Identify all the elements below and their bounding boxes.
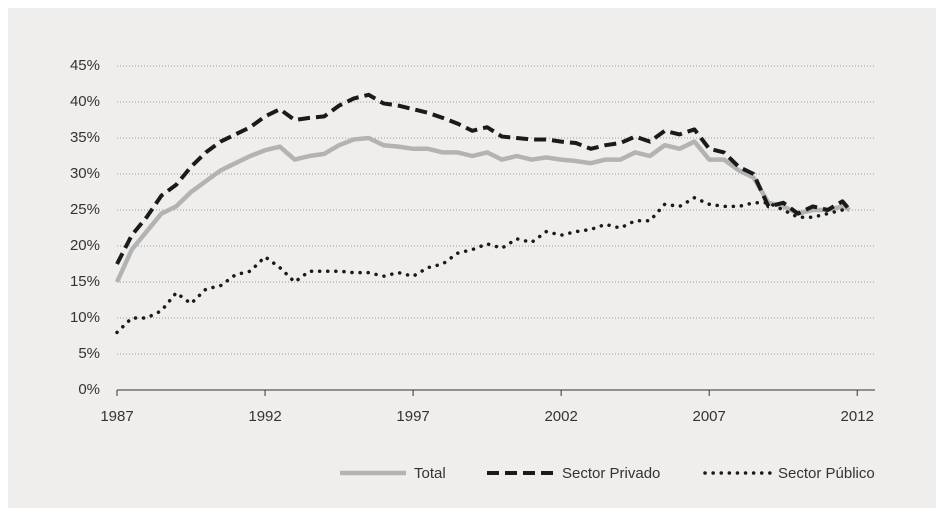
y-tick-label: 15% [70,273,100,290]
y-tick-label: 10% [70,309,100,326]
series-line [115,92,852,265]
y-tick-label: 0% [78,381,100,398]
x-tick-label: 1987 [100,408,133,425]
y-tick-label: 30% [70,165,100,182]
x-tick-label: 2012 [841,408,874,425]
chart-background [8,8,936,508]
y-tick-label: 45% [70,57,100,74]
x-tick-label: 1992 [248,408,281,425]
series-line [115,196,852,335]
x-tick-label: 2007 [693,408,726,425]
x-tick-label: 1997 [396,408,429,425]
series-line [114,135,851,283]
legend-label: Sector Privado [562,465,660,482]
y-tick-label: 35% [70,129,100,146]
y-tick-label: 25% [70,201,100,218]
y-tick-label: 5% [78,345,100,362]
x-tick-label: 2002 [544,408,577,425]
y-tick-label: 40% [70,93,100,110]
legend-label: Sector Público [778,465,875,482]
legend-label: Total [414,465,446,482]
y-tick-label: 20% [70,237,100,254]
